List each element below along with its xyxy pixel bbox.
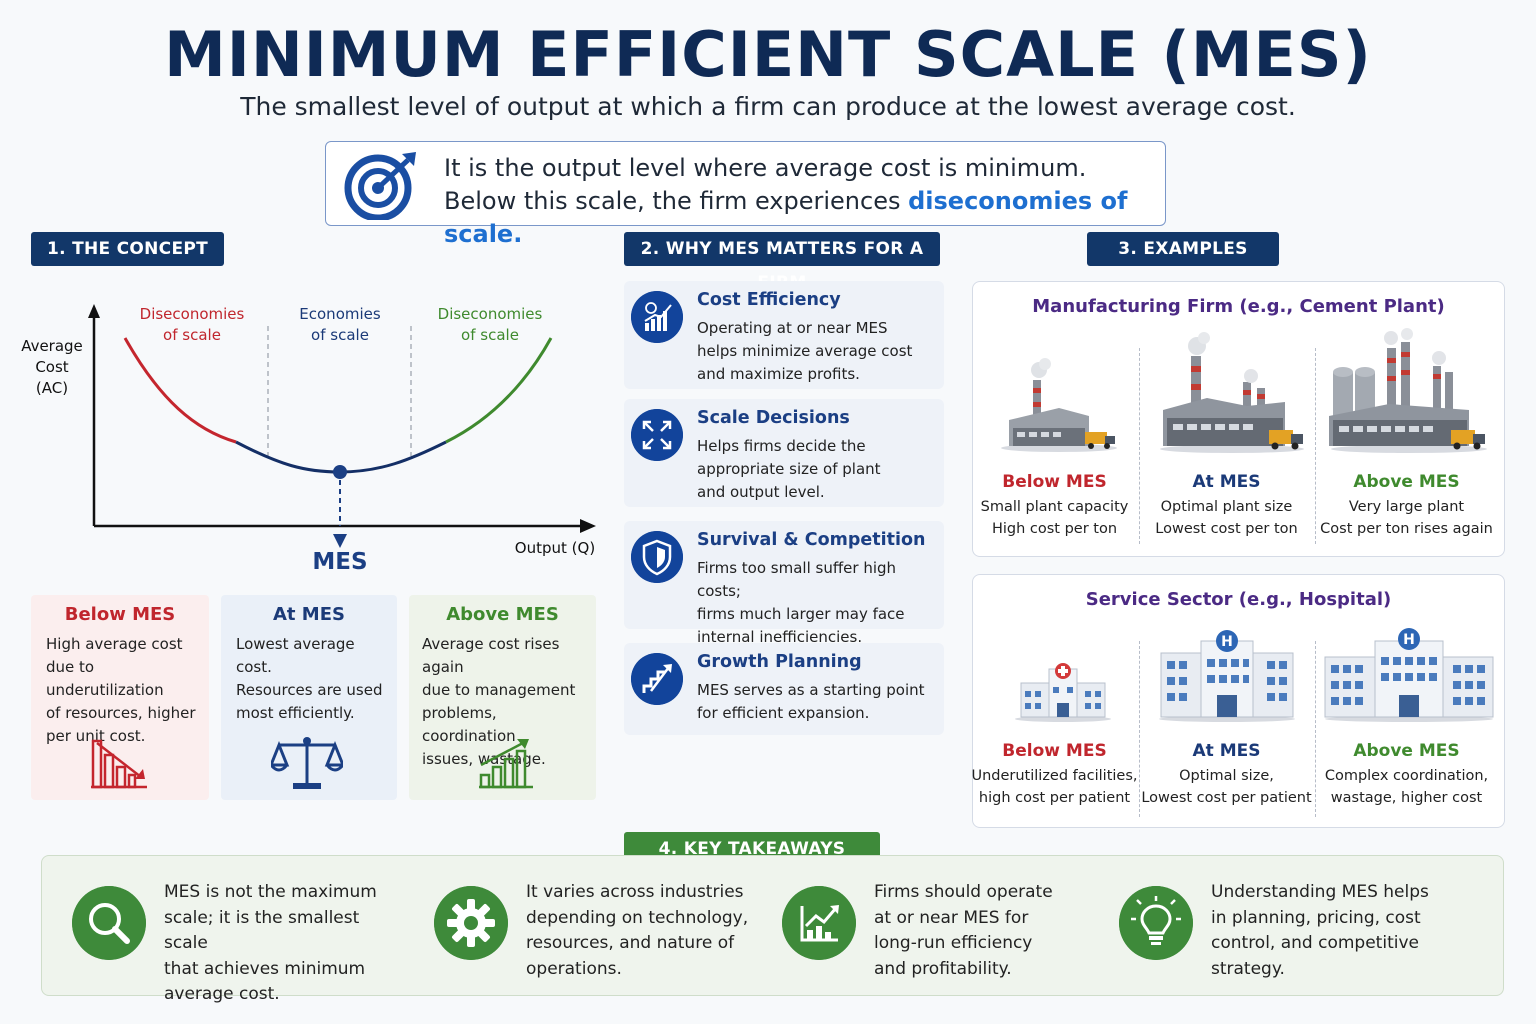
svg-text:H: H xyxy=(1403,632,1415,648)
card-text: Lowest average cost. Resources are used mo… xyxy=(236,635,383,722)
service-col-at: At MES Optimal size, Lowest cost per pati… xyxy=(1141,741,1312,806)
page-title: MINIMUM EFFICIENT SCALE (MES) xyxy=(164,18,1372,91)
service-example-box: Service Sector (e.g., Hospital) H H xyxy=(971,574,1505,828)
section-concept-header: 1. THE CONCEPT xyxy=(31,232,224,266)
small-hospital-icon xyxy=(1015,663,1111,722)
gear-icon xyxy=(434,886,508,960)
why-scale-decisions: Scale Decisions Helps firms decide the ap… xyxy=(624,399,944,507)
balance-scale-icon xyxy=(271,737,343,789)
growth-stairs-icon xyxy=(631,653,683,705)
x-axis-arrow xyxy=(580,519,596,533)
why-title: Survival & Competition xyxy=(697,530,926,550)
service-col-above: Above MES Complex coordination, wastage, … xyxy=(1324,741,1489,806)
why-cost-efficiency: Cost Efficiency Operating at or near MES… xyxy=(624,281,944,389)
why-title: Cost Efficiency xyxy=(697,290,841,310)
card-at-mes: At MES Lowest average cost. Resources are… xyxy=(221,595,397,800)
declining-bar-icon xyxy=(91,739,147,789)
rising-bar-icon xyxy=(479,739,533,789)
definition-line-2: Below this scale, the firm experiences d… xyxy=(444,187,1128,248)
manufacturing-example-box: Manufacturing Firm (e.g., Cement Plant) xyxy=(972,281,1505,557)
medium-factory-icon xyxy=(1160,332,1304,453)
card-text: Average cost rises again due to managemen… xyxy=(422,635,576,768)
small-factory-icon xyxy=(1001,358,1117,452)
cost-chart-icon xyxy=(631,291,683,343)
region-label-right: Diseconomies of scale xyxy=(437,305,543,344)
card-above-mes: Above MES Average cost rises again due to… xyxy=(409,595,596,800)
why-survival-competition: Survival & Competition Firms too small s… xyxy=(624,521,944,646)
definition-line-1: It is the output level where average cos… xyxy=(444,154,1087,182)
manufacturing-title: Manufacturing Firm (e.g., Cement Plant) xyxy=(1032,296,1445,317)
mes-label: MES xyxy=(312,549,368,575)
large-hospital-icon: H xyxy=(1324,628,1494,722)
y-axis-label: Average Cost (AC) xyxy=(21,337,83,397)
mes-point xyxy=(333,465,347,479)
manufacturing-col-at: At MES Optimal plant size Lowest cost per… xyxy=(1155,472,1298,537)
ac-curve-diseconomies-right xyxy=(445,337,553,444)
region-label-middle: Economies of scale xyxy=(299,305,381,344)
why-text: MES serves as a starting point for effici… xyxy=(697,681,925,722)
lightbulb-icon xyxy=(1119,886,1193,960)
takeaways-box: MES is not the maximum scale; it is the s… xyxy=(41,855,1504,1004)
shield-icon xyxy=(631,531,683,583)
service-col-below: Below MES Underutilized facilities, high … xyxy=(971,741,1138,806)
diseconomies-highlight: diseconomies of scale. xyxy=(444,187,1128,248)
service-title: Service Sector (e.g., Hospital) xyxy=(1085,589,1392,610)
target-icon xyxy=(344,152,416,220)
ac-curve-diseconomies-left xyxy=(123,337,237,444)
why-title: Growth Planning xyxy=(697,652,862,672)
why-text: Firms too small suffer high costs; firms … xyxy=(697,559,905,646)
y-axis-arrow xyxy=(88,304,100,318)
card-title: Above MES xyxy=(446,604,559,625)
card-title: At MES xyxy=(273,604,345,625)
large-factory-icon xyxy=(1329,328,1487,453)
region-label-left: Diseconomies of scale xyxy=(139,305,245,344)
average-cost-chart xyxy=(88,304,596,548)
growth-chart-icon xyxy=(782,886,856,960)
definition-box: It is the output level where average cos… xyxy=(325,141,1166,248)
section-why-header: 2. WHY MES MATTERS FOR A FIRM xyxy=(624,232,940,293)
x-axis-label: Output (Q) xyxy=(514,539,596,557)
medium-hospital-icon: H xyxy=(1159,630,1295,722)
manufacturing-col-below: Below MES Small plant capacity High cost … xyxy=(980,472,1129,537)
card-title: Below MES xyxy=(64,604,176,625)
why-title: Scale Decisions xyxy=(697,408,850,428)
expand-arrows-icon xyxy=(631,409,683,461)
manufacturing-col-above: Above MES Very large plant Cost per ton r… xyxy=(1320,472,1493,537)
page-subtitle: The smallest level of output at which a … xyxy=(240,92,1296,121)
why-growth-planning: Growth Planning MES serves as a starting… xyxy=(624,643,944,735)
why-text: Helps firms decide the appropriate size o… xyxy=(697,437,881,501)
mes-arrow xyxy=(333,534,347,548)
why-text: Operating at or near MES helps minimize a… xyxy=(697,319,913,383)
section-examples-header: 3. EXAMPLES xyxy=(1087,232,1279,266)
magnifier-icon xyxy=(72,886,146,960)
card-text: High average cost due to underutilization… xyxy=(46,635,196,745)
card-below-mes: Below MES High average cost due to underu… xyxy=(31,595,209,800)
svg-text:H: H xyxy=(1221,634,1233,650)
